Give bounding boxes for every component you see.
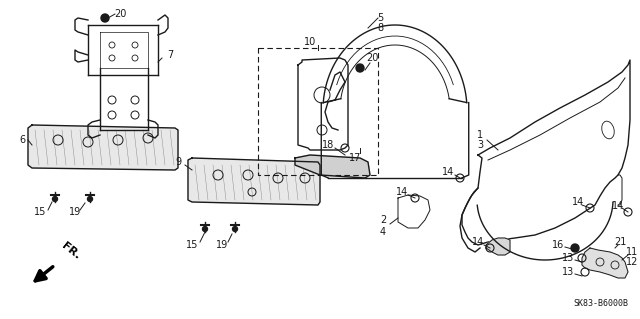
Text: 17: 17 [349,153,361,163]
Text: 6: 6 [19,135,25,145]
Polygon shape [462,60,630,245]
Text: 2: 2 [380,215,386,225]
Text: 3: 3 [477,140,483,150]
Circle shape [202,226,207,232]
Circle shape [356,64,364,72]
Text: 16: 16 [552,240,564,250]
Polygon shape [295,155,370,178]
Text: 11: 11 [626,247,638,257]
Text: 19: 19 [69,207,81,217]
Text: 21: 21 [614,237,626,247]
Text: 15: 15 [34,207,46,217]
Polygon shape [188,158,320,205]
Circle shape [88,197,93,202]
Polygon shape [486,238,510,255]
Text: 1: 1 [477,130,483,140]
Text: 13: 13 [562,253,574,263]
Text: 8: 8 [377,23,383,33]
Text: FR.: FR. [60,241,83,261]
Text: 9: 9 [175,157,181,167]
Circle shape [571,244,579,252]
Text: 5: 5 [377,13,383,23]
Polygon shape [298,58,348,150]
Text: 14: 14 [442,167,454,177]
Text: 4: 4 [380,227,386,237]
Text: 12: 12 [626,257,638,267]
Circle shape [232,226,237,232]
Polygon shape [582,248,628,278]
Text: 10: 10 [304,37,316,47]
Text: 14: 14 [572,197,584,207]
Circle shape [101,14,109,22]
Text: SK83-B6000B: SK83-B6000B [573,299,628,308]
Circle shape [52,197,58,202]
Text: 15: 15 [186,240,198,250]
Text: 20: 20 [114,9,126,19]
Text: 14: 14 [396,187,408,197]
Text: 18: 18 [322,140,334,150]
Text: 19: 19 [216,240,228,250]
Polygon shape [398,195,430,228]
Text: 14: 14 [472,237,484,247]
Text: 7: 7 [167,50,173,60]
Text: 14: 14 [612,201,624,211]
Text: 13: 13 [562,267,574,277]
Polygon shape [28,125,178,170]
Text: 20: 20 [366,53,378,63]
